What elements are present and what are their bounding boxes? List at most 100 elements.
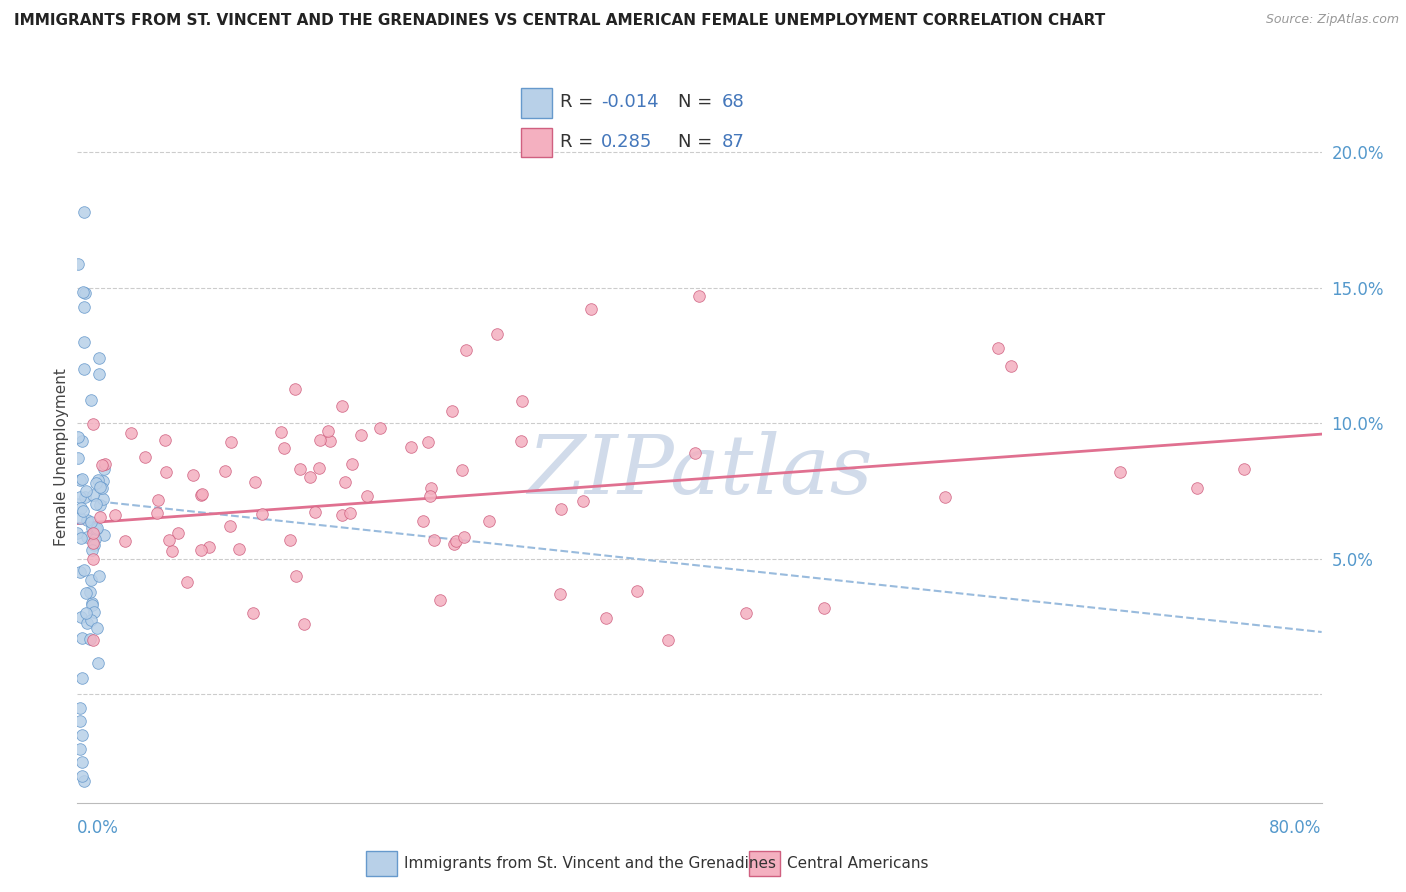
Point [176, 574, 198, 589]
Point [160, 544, 183, 558]
Point [228, 541, 250, 556]
FancyBboxPatch shape [748, 851, 780, 876]
Text: Immigrants from St. Vincent and the Grenadines: Immigrants from St. Vincent and the Gren… [405, 856, 776, 871]
Point [84, 476, 107, 491]
Point [75, 286, 97, 301]
Point [70, 434, 93, 448]
FancyBboxPatch shape [522, 128, 551, 157]
Point [309, 433, 332, 447]
Point [419, 481, 441, 495]
Point [72, 285, 94, 300]
Point [69, 511, 91, 525]
Point [350, 427, 373, 442]
Point [70, 473, 93, 487]
Point [66, 257, 89, 271]
Point [72, 362, 94, 376]
Point [368, 421, 391, 435]
Point [91, 474, 114, 488]
Text: 0.285: 0.285 [600, 133, 652, 151]
Point [69, 565, 91, 579]
Text: 68: 68 [721, 94, 744, 112]
Point [153, 433, 176, 447]
Point [70, 631, 93, 645]
Point [89, 367, 111, 381]
Point [595, 611, 617, 625]
Point [84, 522, 107, 536]
Point [69, 741, 91, 756]
Point [70, 531, 93, 545]
Point [76, 513, 98, 527]
Point [82, 552, 104, 566]
Point [450, 462, 472, 476]
Point [84, 532, 107, 546]
Point [356, 489, 378, 503]
Text: 0.0%: 0.0% [77, 819, 120, 837]
Point [181, 468, 204, 483]
Text: IMMIGRANTS FROM ST. VINCENT AND THE GRENADINES VS CENTRAL AMERICAN FEMALE UNEMPL: IMMIGRANTS FROM ST. VINCENT AND THE GREN… [14, 13, 1105, 29]
Point [84, 497, 107, 511]
Point [70, 610, 93, 624]
Point [456, 343, 478, 357]
Point [319, 434, 342, 448]
Point [218, 518, 240, 533]
Point [82, 536, 104, 550]
Point [70, 769, 93, 783]
Point [446, 533, 468, 548]
Point [689, 289, 711, 303]
Point [66, 526, 89, 541]
Point [72, 300, 94, 314]
Point [80, 515, 103, 529]
Point [146, 506, 169, 520]
Point [94, 457, 117, 471]
Text: Central Americans: Central Americans [787, 856, 929, 871]
Point [80, 574, 103, 588]
Point [83, 605, 105, 619]
Point [510, 393, 533, 408]
Point [292, 616, 315, 631]
Point [67, 430, 90, 444]
Point [80, 542, 103, 557]
Y-axis label: Female Unemployment: Female Unemployment [53, 368, 69, 546]
Point [104, 508, 127, 522]
Point [82, 526, 104, 541]
Point [1233, 462, 1256, 476]
FancyBboxPatch shape [366, 851, 398, 876]
Point [304, 505, 326, 519]
Point [155, 465, 177, 479]
Point [82, 520, 104, 534]
Point [80, 613, 103, 627]
Point [486, 326, 509, 341]
Point [69, 500, 91, 515]
Point [82, 487, 104, 501]
Point [453, 530, 475, 544]
Point [91, 491, 114, 506]
Point [89, 498, 111, 512]
Point [443, 537, 465, 551]
Point [813, 600, 835, 615]
Point [86, 473, 108, 487]
Point [273, 441, 295, 455]
Point [167, 525, 190, 540]
Point [987, 342, 1010, 356]
Point [316, 425, 339, 439]
Point [157, 533, 180, 548]
Point [70, 671, 93, 685]
FancyBboxPatch shape [522, 88, 551, 118]
Text: Source: ZipAtlas.com: Source: ZipAtlas.com [1265, 13, 1399, 27]
Point [86, 521, 108, 535]
Point [89, 351, 111, 366]
Point [934, 491, 956, 505]
Point [67, 450, 90, 465]
Point [250, 508, 273, 522]
Point [330, 399, 353, 413]
Point [87, 656, 110, 670]
Point [114, 533, 136, 548]
Point [550, 501, 572, 516]
Point [412, 514, 434, 528]
Text: -0.014: -0.014 [600, 94, 658, 112]
Point [626, 584, 648, 599]
Text: N =: N = [678, 94, 717, 112]
Point [685, 446, 707, 460]
Point [72, 774, 94, 789]
Point [93, 462, 115, 476]
